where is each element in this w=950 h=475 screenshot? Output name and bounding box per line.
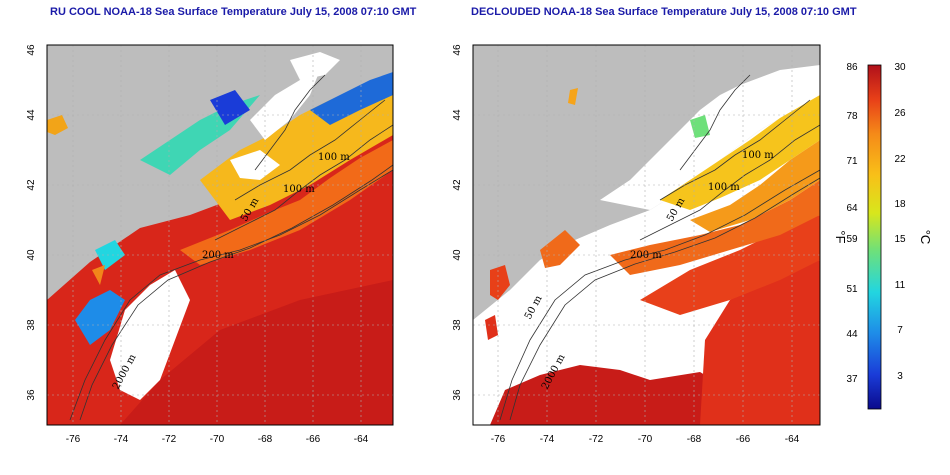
- left-lat-tick: 38: [26, 319, 37, 331]
- colorbar-fahrenheit-ticks: 86 78 71 64 59 51 44 37: [846, 62, 858, 385]
- fahrenheit-tick: 71: [846, 156, 858, 167]
- right-lat-tick: 36: [452, 389, 463, 401]
- left-contour-label-2: 100 m: [283, 184, 315, 195]
- left-lon-tick: -72: [162, 434, 177, 445]
- celsius-unit-label: °C: [918, 230, 933, 245]
- left-lat-tick: 36: [26, 389, 37, 401]
- right-lat-ticks: 36 38 40 42 44 46: [452, 44, 463, 401]
- celsius-tick: 22: [894, 154, 906, 165]
- left-lon-tick: -66: [306, 434, 321, 445]
- celsius-tick: 15: [894, 234, 906, 245]
- right-map-title: DECLOUDED NOAA-18 Sea Surface Temperatur…: [471, 6, 857, 18]
- fahrenheit-tick: 64: [846, 203, 858, 214]
- left-lat-tick: 46: [26, 44, 37, 56]
- left-lon-ticks: -76 -74 -72 -70 -68 -66 -64: [66, 434, 369, 445]
- left-map-frame: [46, 44, 394, 426]
- right-lon-tick: -72: [589, 434, 604, 445]
- right-lat-tick: 44: [452, 109, 463, 121]
- right-lon-ticks: -76 -74 -72 -70 -68 -66 -64: [491, 434, 800, 445]
- celsius-tick: 3: [897, 371, 903, 382]
- colorbar-celsius-ticks: 30 26 22 18 15 11 7 3: [894, 62, 906, 382]
- celsius-tick: 26: [894, 108, 906, 119]
- right-lat-tick: 42: [452, 179, 463, 191]
- fahrenheit-tick: 44: [846, 329, 858, 340]
- celsius-tick: 30: [894, 62, 906, 73]
- left-lon-tick: -70: [210, 434, 225, 445]
- right-lat-tick: 46: [452, 44, 463, 56]
- fahrenheit-unit-label: °F: [833, 230, 848, 243]
- fahrenheit-tick: 51: [846, 284, 858, 295]
- fahrenheit-tick: 86: [846, 62, 858, 73]
- left-lat-tick: 42: [26, 179, 37, 191]
- right-lon-tick: -66: [736, 434, 751, 445]
- left-map: 100 m 100 m 50 m 200 m 2000 m -76 -74 -7…: [26, 44, 394, 445]
- fahrenheit-tick: 37: [846, 374, 858, 385]
- left-contour-2000: [69, 169, 393, 421]
- right-lon-tick: -76: [491, 434, 506, 445]
- right-lon-tick: -64: [785, 434, 800, 445]
- right-lon-tick: -68: [687, 434, 702, 445]
- left-grid: [47, 45, 393, 425]
- right-contour-2000: [499, 169, 820, 421]
- right-lat-tick: 40: [452, 249, 463, 261]
- left-lat-tick: 40: [26, 249, 37, 261]
- right-contour-label-4: 200 m: [630, 250, 662, 261]
- right-grid: [473, 45, 820, 425]
- celsius-tick: 7: [897, 325, 903, 336]
- right-map-frame: [472, 44, 821, 426]
- left-lat-tick: 44: [26, 109, 37, 121]
- celsius-tick: 11: [895, 280, 906, 291]
- left-contour-label-4: 200 m: [202, 250, 234, 261]
- left-lat-ticks: 36 38 40 42 44 46: [26, 44, 37, 401]
- fahrenheit-tick: 59: [846, 234, 858, 245]
- left-contour-label-1: 100 m: [318, 152, 350, 163]
- colorbar: 86 78 71 64 59 51 44 37 30 26 22 18 15 1…: [833, 62, 933, 410]
- left-lon-tick: -74: [114, 434, 129, 445]
- right-map: 100 m 100 m 50 m 200 m 50 m 2000 m -76 -…: [452, 44, 821, 445]
- right-lat-tick: 38: [452, 319, 463, 331]
- right-lon-tick: -70: [638, 434, 653, 445]
- left-map-title: RU COOL NOAA-18 Sea Surface Temperature …: [50, 6, 417, 18]
- left-lon-tick: -68: [258, 434, 273, 445]
- left-lon-tick: -64: [354, 434, 369, 445]
- fahrenheit-tick: 78: [846, 111, 858, 122]
- right-contour-label-2: 100 m: [708, 182, 740, 193]
- left-lon-tick: -76: [66, 434, 81, 445]
- left-ocean-orange: [180, 140, 393, 265]
- right-contour-label-1: 100 m: [742, 150, 774, 161]
- colorbar-gradient: [867, 64, 882, 410]
- left-cloud: [110, 270, 190, 400]
- celsius-tick: 18: [894, 199, 906, 210]
- right-lon-tick: -74: [540, 434, 555, 445]
